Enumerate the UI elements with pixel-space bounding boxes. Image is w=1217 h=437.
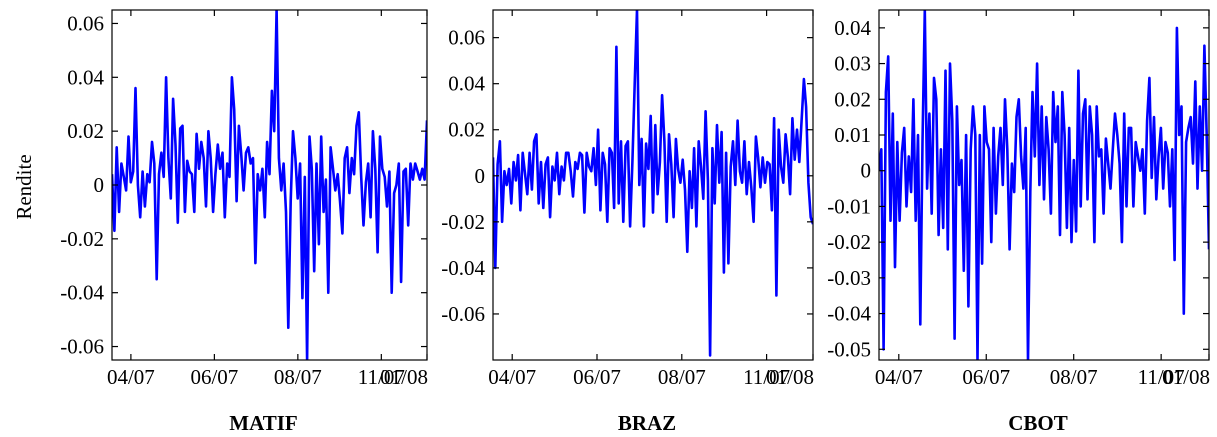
y-tick-label: 0.01	[834, 123, 871, 147]
y-tick-label: 0.04	[448, 72, 485, 96]
x-tick-label: 11/07	[1138, 365, 1185, 389]
y-tick-label: -0.04	[60, 281, 104, 305]
x-tick-label: 08/07	[658, 365, 706, 389]
y-tick-label: 0	[861, 159, 872, 183]
y-tick-label: 0.02	[67, 119, 104, 143]
y-tick-label: 0.03	[834, 52, 871, 76]
y-tick-label: 0.02	[834, 87, 871, 111]
y-tick-label: 0.04	[834, 16, 871, 40]
x-tick-label: 08/07	[274, 365, 322, 389]
y-tick-label: -0.01	[827, 194, 871, 218]
panel-title: BRAZ	[618, 411, 676, 435]
x-tick-label: 01/08	[1162, 365, 1210, 389]
panel-title: CBOT	[1008, 411, 1068, 435]
x-tick-label: 01/08	[380, 365, 428, 389]
y-tick-label: 0	[94, 173, 105, 197]
y-tick-label: -0.04	[441, 256, 485, 280]
y-axis-label: Rendite	[12, 154, 36, 219]
x-tick-label: 01/08	[766, 365, 814, 389]
x-tick-label: 04/07	[875, 365, 923, 389]
series-line	[112, 10, 427, 360]
plot-frame	[492, 9, 814, 361]
x-tick-label: 06/07	[573, 365, 621, 389]
y-tick-label: -0.06	[441, 302, 485, 326]
x-tick-label: 08/07	[1050, 365, 1098, 389]
y-tick-label: -0.02	[827, 230, 871, 254]
y-tick-label: 0.04	[67, 65, 104, 89]
y-tick-label: -0.02	[60, 227, 104, 251]
x-tick-label: 04/07	[107, 365, 155, 389]
series-line	[879, 10, 1209, 360]
y-tick-label: -0.06	[60, 335, 104, 359]
y-tick-label: 0.06	[67, 11, 104, 35]
y-tick-label: 0.06	[448, 26, 485, 50]
chart-panel-1: 0.06 0.04 0.02 0 -0.02 -0.04 -0.06 04/07 06/07 08…	[441, 9, 814, 435]
series-line	[493, 10, 813, 357]
y-tick-label: 0.02	[448, 118, 485, 142]
chart-panel-2: 0.04 0.03 0.02 0.01 0 -0.01 -0.02 -0.03 -0.04 -0.…	[827, 9, 1210, 435]
x-tick-label: 06/07	[190, 365, 238, 389]
x-tick-label: 11/07	[358, 365, 405, 389]
y-tick-label: -0.02	[441, 210, 485, 234]
y-tick-label: -0.05	[827, 337, 871, 361]
y-tick-label: -0.04	[827, 302, 871, 326]
plot-frame	[878, 9, 1210, 361]
y-tick-label: 0	[475, 164, 486, 188]
x-tick-label: 04/07	[488, 365, 536, 389]
y-tick-label: -0.03	[827, 266, 871, 290]
x-tick-label: 11/07	[743, 365, 790, 389]
x-tick-label: 06/07	[962, 365, 1010, 389]
panel-title: MATIF	[229, 411, 297, 435]
